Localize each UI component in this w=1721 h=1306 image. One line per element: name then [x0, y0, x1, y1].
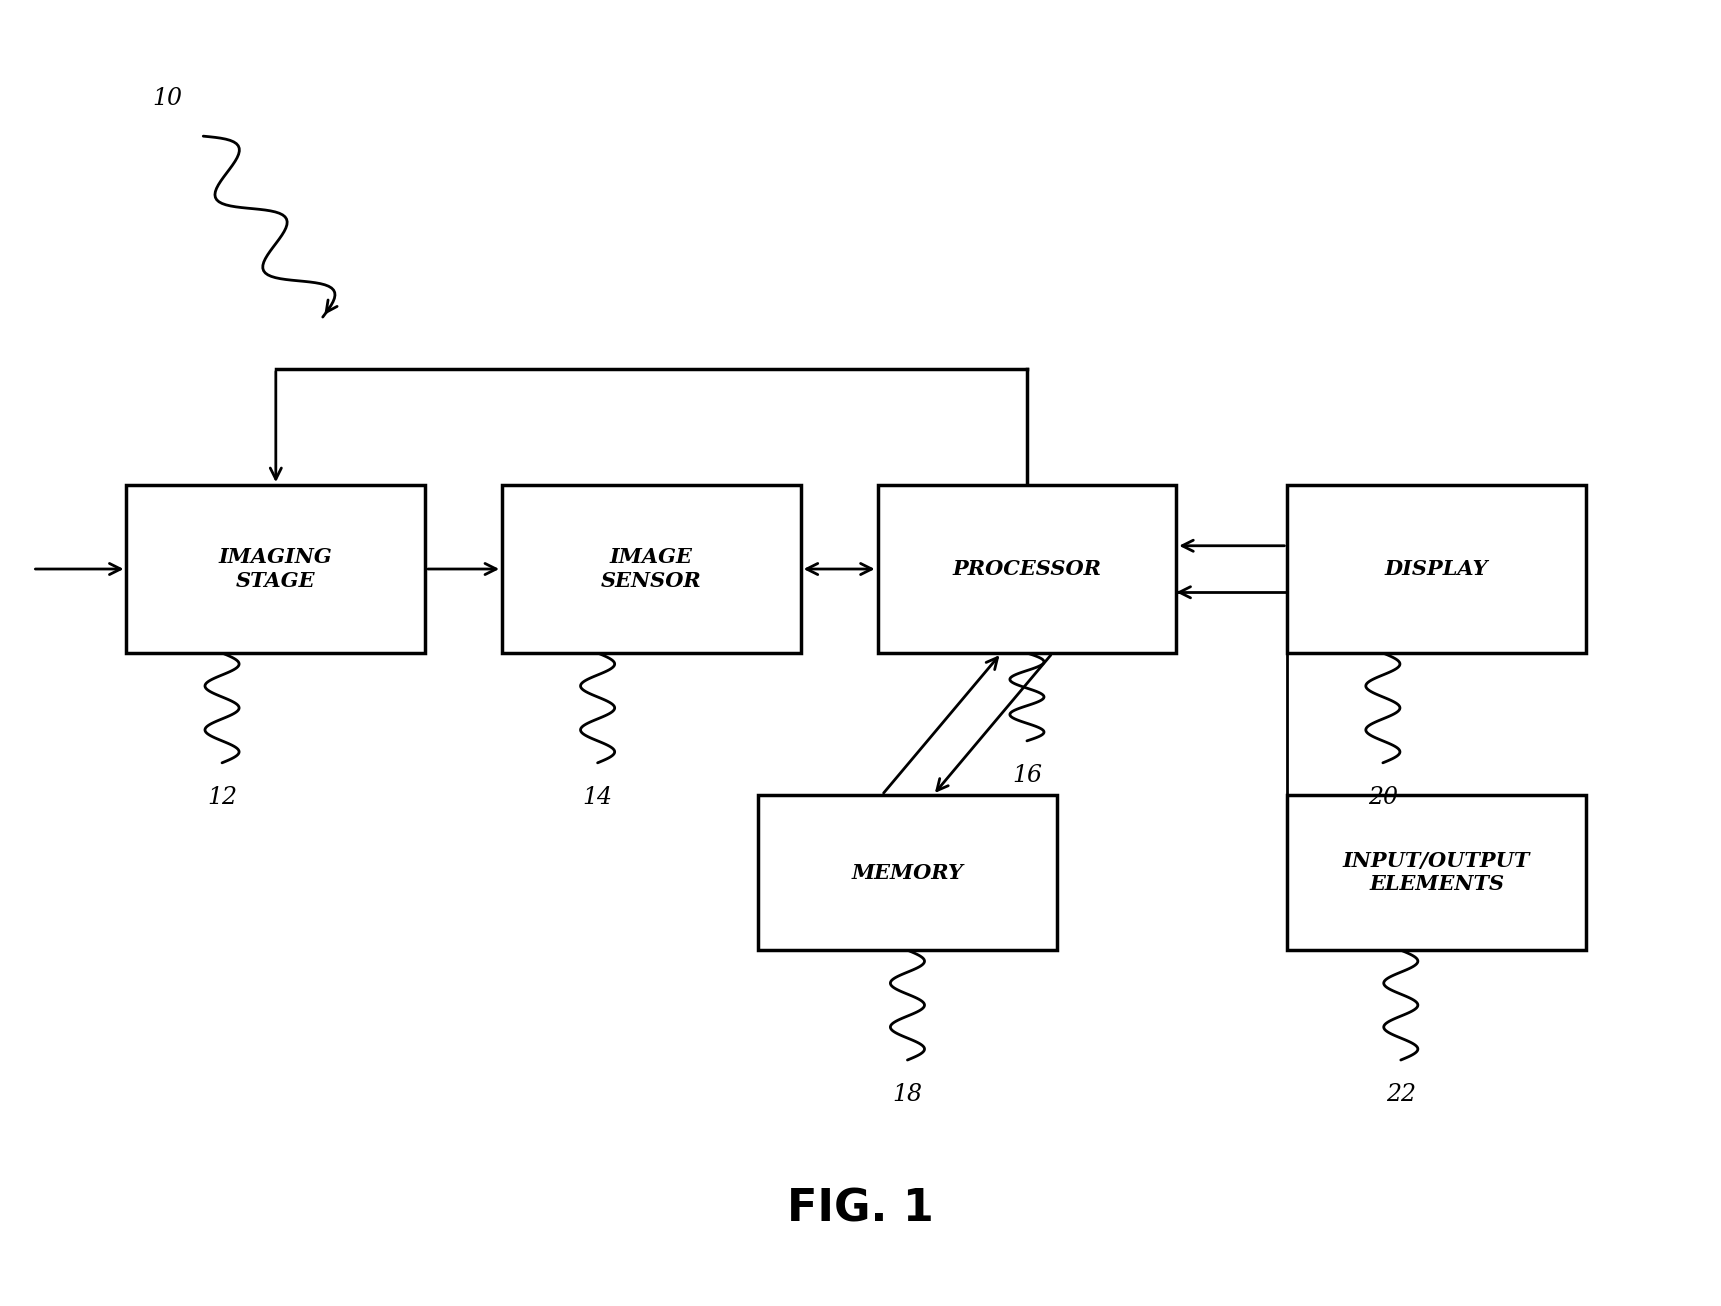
Text: FIG. 1: FIG. 1 [786, 1187, 935, 1230]
Text: 22: 22 [1385, 1083, 1416, 1106]
Bar [1287, 795, 1587, 951]
Text: INPUT/OUTPUT
ELEMENTS: INPUT/OUTPUT ELEMENTS [1342, 852, 1530, 895]
Text: 14: 14 [583, 786, 613, 810]
Text: IMAGE
SENSOR: IMAGE SENSOR [601, 547, 702, 590]
Text: 16: 16 [1012, 764, 1041, 788]
Bar [1287, 485, 1587, 653]
Text: DISPLAY: DISPLAY [1385, 559, 1489, 579]
Text: 10: 10 [151, 88, 182, 110]
Text: 18: 18 [893, 1083, 922, 1106]
Text: IMAGING
STAGE: IMAGING STAGE [219, 547, 332, 590]
Text: 20: 20 [1368, 786, 1397, 810]
Text: MEMORY: MEMORY [852, 863, 964, 883]
Text: 12: 12 [207, 786, 237, 810]
Bar [503, 485, 800, 653]
Text: PROCESSOR: PROCESSOR [952, 559, 1101, 579]
Bar [126, 485, 425, 653]
Bar [878, 485, 1177, 653]
Bar [757, 795, 1057, 951]
